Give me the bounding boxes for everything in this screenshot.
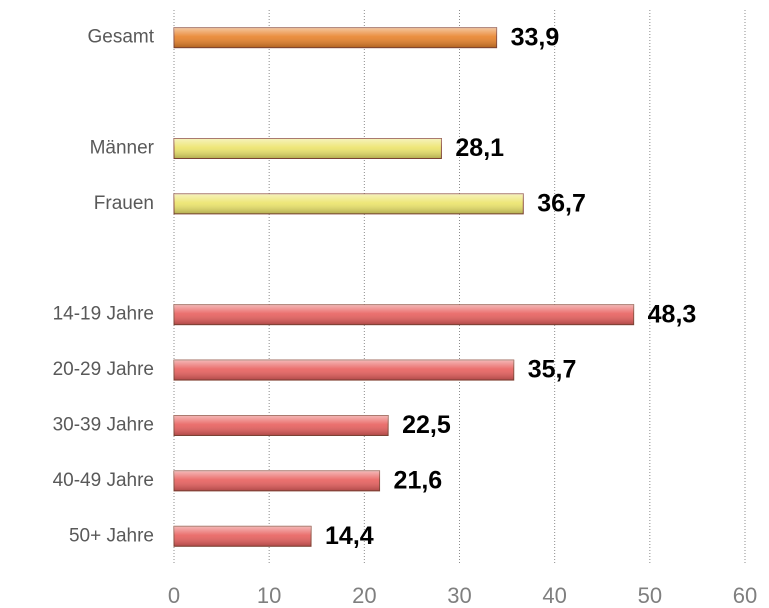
y-tick-label: Männer <box>90 138 155 159</box>
bar-shine <box>174 193 524 214</box>
bar-shine <box>174 27 497 48</box>
bar-shine <box>174 526 312 547</box>
y-tick-label: 14-19 Jahre <box>53 304 154 325</box>
y-tick-label: 20-29 Jahre <box>53 359 154 380</box>
x-tick-label: 20 <box>352 583 376 608</box>
x-tick-label: 0 <box>168 583 180 608</box>
x-tick-label: 10 <box>257 583 281 608</box>
value-label: 33,9 <box>511 23 560 51</box>
y-tick-label: 50+ Jahre <box>69 525 154 546</box>
bar-shine <box>174 138 442 159</box>
bar-shine <box>174 360 514 381</box>
value-label: 36,7 <box>537 190 586 218</box>
y-tick-label: Frauen <box>94 193 154 214</box>
bar-shine <box>174 470 380 491</box>
bar-shine <box>174 304 634 325</box>
x-tick-label: 30 <box>447 583 471 608</box>
value-label: 35,7 <box>528 356 577 384</box>
value-label: 22,5 <box>402 411 451 439</box>
y-tick-label: 30-39 Jahre <box>53 415 154 436</box>
bar-shine <box>174 415 389 436</box>
value-label: 48,3 <box>648 300 697 328</box>
x-tick-label: 50 <box>638 583 662 608</box>
x-tick-label: 60 <box>733 583 757 608</box>
value-label: 28,1 <box>455 134 504 162</box>
value-label: 14,4 <box>325 522 374 550</box>
value-label: 21,6 <box>394 467 443 495</box>
y-tick-label: 40-49 Jahre <box>53 470 154 491</box>
x-tick-label: 40 <box>542 583 566 608</box>
y-tick-label: Gesamt <box>87 27 154 48</box>
